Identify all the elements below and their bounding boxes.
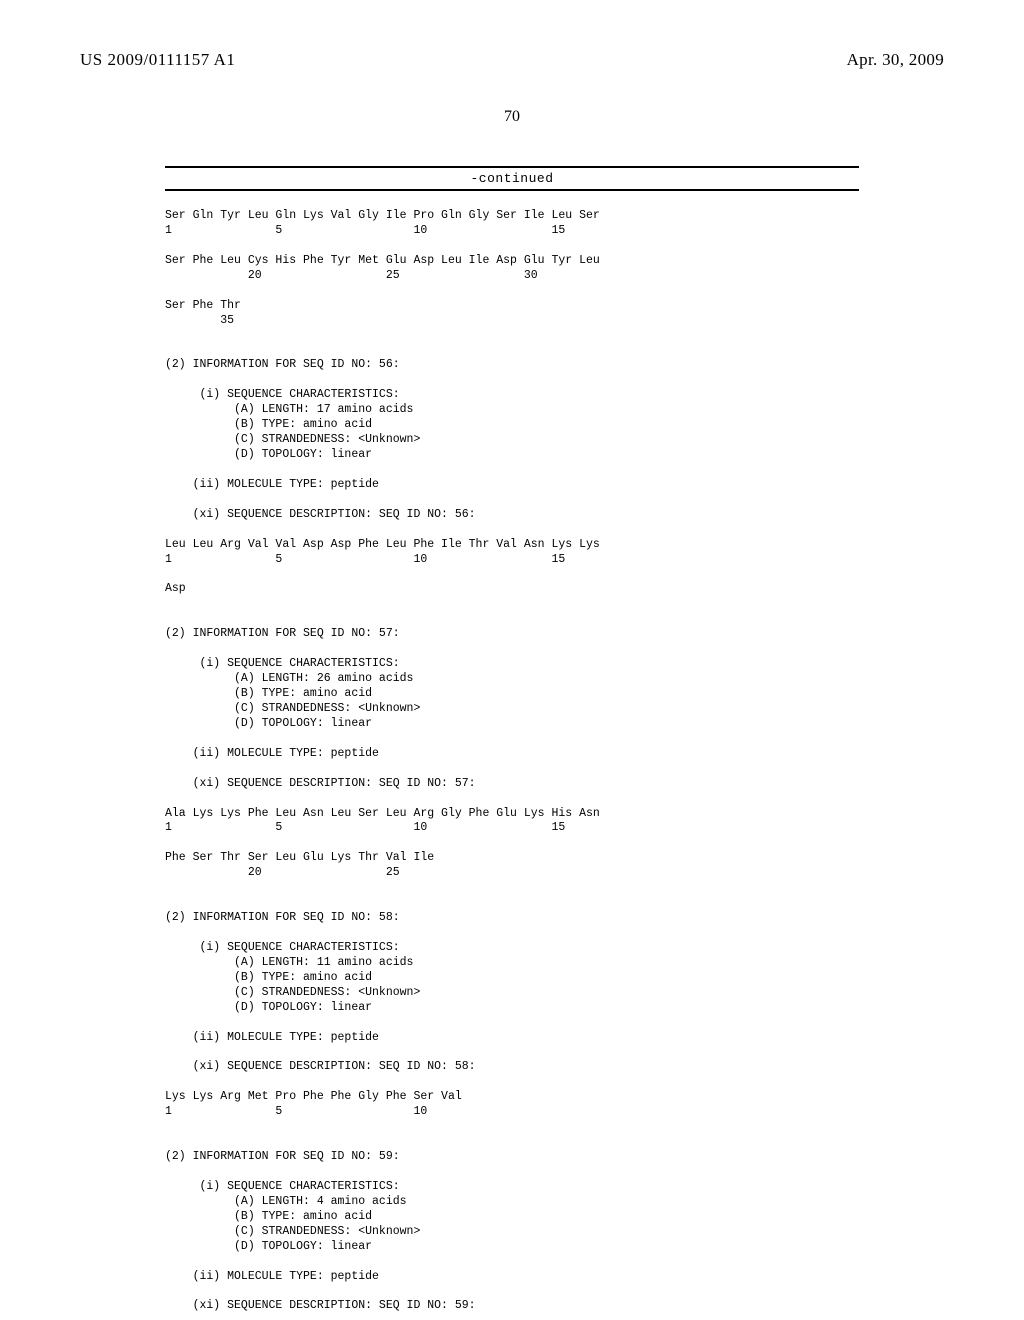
publication-date: Apr. 30, 2009 bbox=[847, 50, 944, 70]
page-header: US 2009/0111157 A1 Apr. 30, 2009 bbox=[0, 0, 1024, 78]
publication-number: US 2009/0111157 A1 bbox=[80, 50, 235, 70]
sequence-listing: Ser Gln Tyr Leu Gln Lys Val Gly Ile Pro … bbox=[165, 191, 859, 1314]
page-number: 70 bbox=[0, 108, 1024, 126]
continued-bar: -continued bbox=[165, 166, 859, 191]
